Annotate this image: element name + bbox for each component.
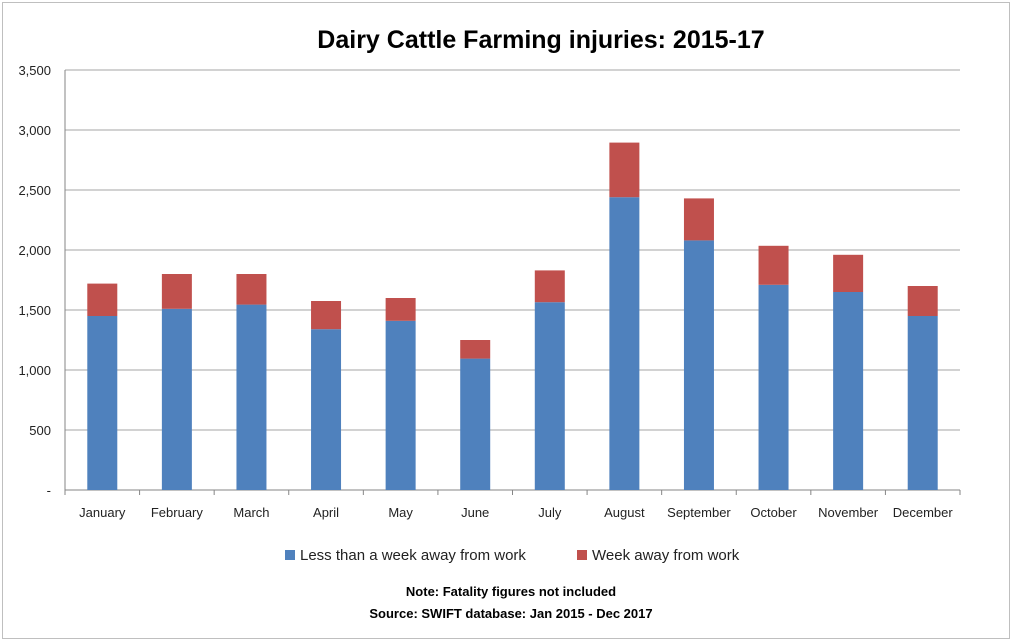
legend: Less than a week away from work Week away… <box>285 547 740 564</box>
bar-week-away-august <box>609 142 640 198</box>
x-tick-label: February <box>151 505 204 520</box>
y-tick-label: 2,500 <box>18 183 51 198</box>
chart-svg: Dairy Cattle Farming injuries: 2015-17 -… <box>18 26 961 621</box>
bar-less-than-week-september <box>683 240 714 490</box>
legend-label: Less than a week away from work <box>300 547 526 564</box>
x-tick-label: November <box>818 505 879 520</box>
x-tick-label: January <box>79 505 126 520</box>
x-tick-labels: January February March April May June July Augu… <box>79 505 953 520</box>
bar-less-than-week-march <box>236 304 267 490</box>
gridlines <box>65 69 960 431</box>
y-tick-label: - <box>47 483 51 498</box>
y-tick-label: 2,000 <box>18 243 51 258</box>
x-tick-label: May <box>388 505 413 520</box>
x-tick-label: October <box>750 505 797 520</box>
note-source: Source: SWIFT database: Jan 2015 - Dec 2… <box>369 606 652 621</box>
chart-title: Dairy Cattle Farming injuries: 2015-17 <box>317 26 764 54</box>
bar-less-than-week-february <box>161 308 192 490</box>
note-fatality: Note: Fatality figures not included <box>406 584 616 599</box>
legend-label: Week away from work <box>592 547 740 564</box>
bar-less-than-week-december <box>907 316 938 490</box>
bar-less-than-week-june <box>460 358 491 490</box>
legend-swatch <box>285 550 295 560</box>
bar-week-away-april <box>311 301 342 330</box>
bar-less-than-week-november <box>833 292 864 490</box>
bar-week-away-september <box>683 198 714 241</box>
bar-less-than-week-july <box>534 302 565 490</box>
y-tick-label: 1,000 <box>18 363 51 378</box>
x-tick-label: June <box>461 505 489 520</box>
y-tick-label: 1,500 <box>18 303 51 318</box>
bar-week-away-november <box>833 254 864 292</box>
bar-less-than-week-october <box>758 284 789 490</box>
x-tick-label: September <box>667 505 731 520</box>
bar-week-away-february <box>161 274 192 309</box>
bar-week-away-july <box>534 270 565 303</box>
bar-week-away-june <box>460 340 491 359</box>
bar-less-than-week-august <box>609 197 640 490</box>
bar-less-than-week-april <box>311 329 342 490</box>
legend-swatch <box>577 550 587 560</box>
bar-less-than-week-january <box>87 316 118 490</box>
bar-week-away-march <box>236 274 267 305</box>
bar-week-away-january <box>87 283 118 316</box>
bar-week-away-may <box>385 298 416 321</box>
x-tick-label: December <box>893 505 954 520</box>
y-tick-label: 3,000 <box>18 123 51 138</box>
x-tick-label: April <box>313 505 339 520</box>
axes: - 500 1,000 1,500 2,000 2,500 3,000 3,500 <box>18 63 961 498</box>
bar-week-away-october <box>758 245 789 285</box>
bar-week-away-december <box>907 286 938 316</box>
x-tick-label: August <box>604 505 645 520</box>
x-tick-label: July <box>538 505 562 520</box>
bar-less-than-week-may <box>385 320 416 490</box>
y-tick-label: 500 <box>29 423 51 438</box>
x-tick-label: March <box>233 505 269 520</box>
bars <box>87 142 938 490</box>
y-tick-label: 3,500 <box>18 63 51 78</box>
